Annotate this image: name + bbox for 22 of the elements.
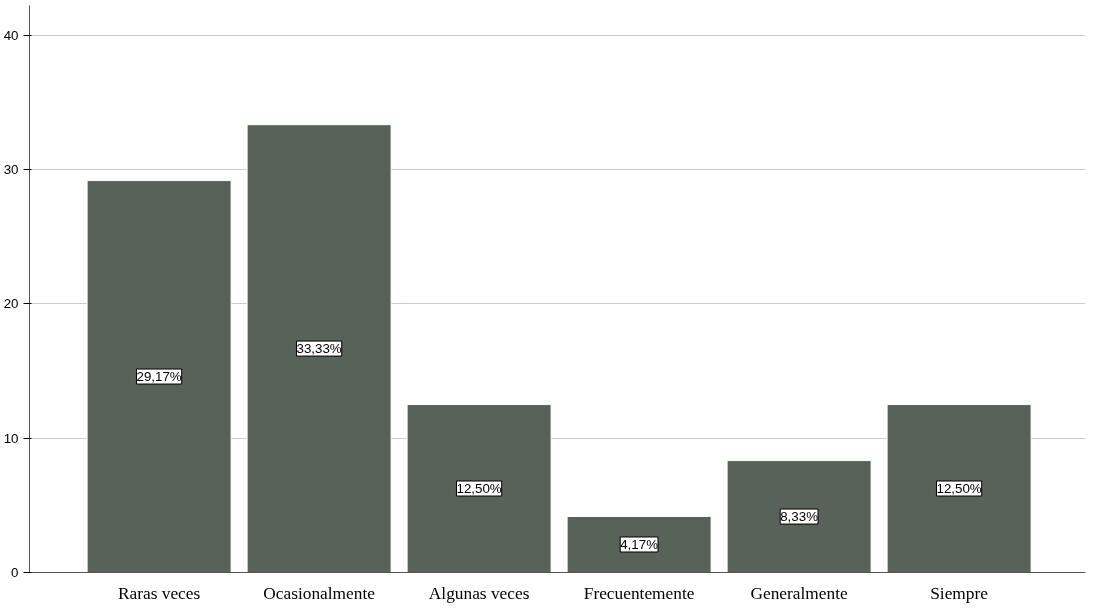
y-tick-label: 20 [3,296,19,312]
data-label: 33,33% [296,341,342,357]
data-label: 29,17% [136,369,182,385]
bar [406,404,552,573]
x-tick-label: Algunas veces [428,583,530,603]
bar [726,460,872,573]
bar [86,180,232,573]
data-label: 12,50% [456,481,502,497]
x-tick-label: Ocasionalmente [263,583,376,603]
y-tick-label: 40 [3,27,19,43]
y-tick-label: 10 [3,430,19,446]
y-tick-label: 30 [3,161,19,177]
bar [246,124,392,573]
bar [566,515,712,573]
x-tick-label: Raras veces [117,583,201,603]
bar [886,404,1032,573]
x-tick-label: Frecuentemente [583,583,695,603]
y-tick-label: 0 [11,565,19,580]
x-tick-label: Siempre [930,583,989,603]
data-label: 8,33% [780,509,819,525]
data-label: 12,50% [936,481,982,497]
x-tick-label: Generalmente [750,583,848,603]
